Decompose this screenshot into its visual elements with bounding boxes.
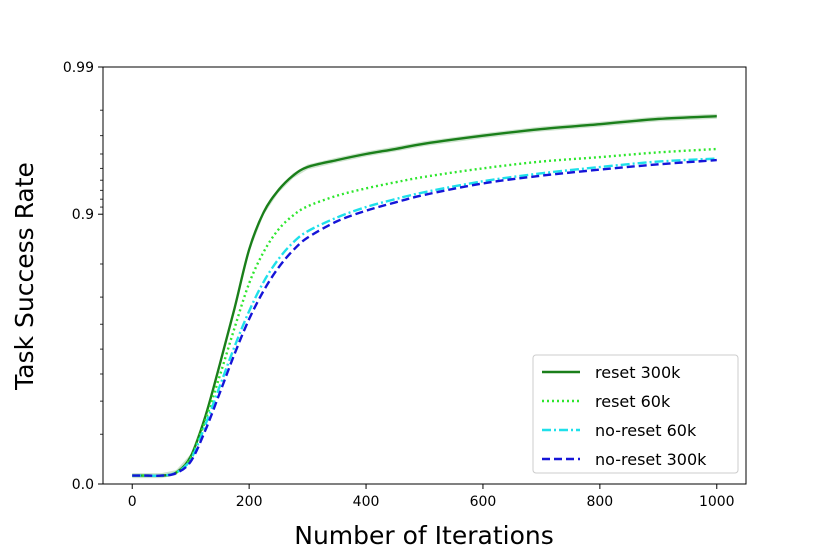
x-tick-label: 200 xyxy=(236,494,263,510)
x-tick-label: 0 xyxy=(128,494,137,510)
series-line-reset-60k xyxy=(132,147,717,478)
plot-frame xyxy=(102,66,747,485)
legend-label: reset 300k xyxy=(595,363,681,382)
legend-label: no-reset 60k xyxy=(595,421,697,440)
legend-label: reset 60k xyxy=(595,392,671,411)
series-line-no-reset-300k xyxy=(132,158,717,477)
axes-layer: 0 200 400 600 800 1000 0.0 0.9 0.99 xyxy=(63,60,735,510)
legend-items: reset 300k reset 60k no-reset 60k no-reset … xyxy=(542,363,707,469)
y-tick-label: 0.99 xyxy=(63,60,94,76)
x-tick-label: 1000 xyxy=(699,494,735,510)
y-axis-label: Task Success Rate xyxy=(10,162,39,391)
legend: reset 300k reset 60k no-reset 60k no-reset … xyxy=(532,354,739,474)
series-layer xyxy=(132,113,717,479)
y-tick-label: 0.9 xyxy=(72,207,94,223)
x-tick-label: 600 xyxy=(470,494,497,510)
x-tick-label: 400 xyxy=(353,494,380,510)
legend-label: no-reset 300k xyxy=(595,450,707,469)
x-axis-label: Number of Iterations xyxy=(294,521,554,550)
legend-frame xyxy=(532,354,739,474)
y-tick-label: 0.0 xyxy=(72,477,94,493)
x-tick-label: 800 xyxy=(586,494,613,510)
